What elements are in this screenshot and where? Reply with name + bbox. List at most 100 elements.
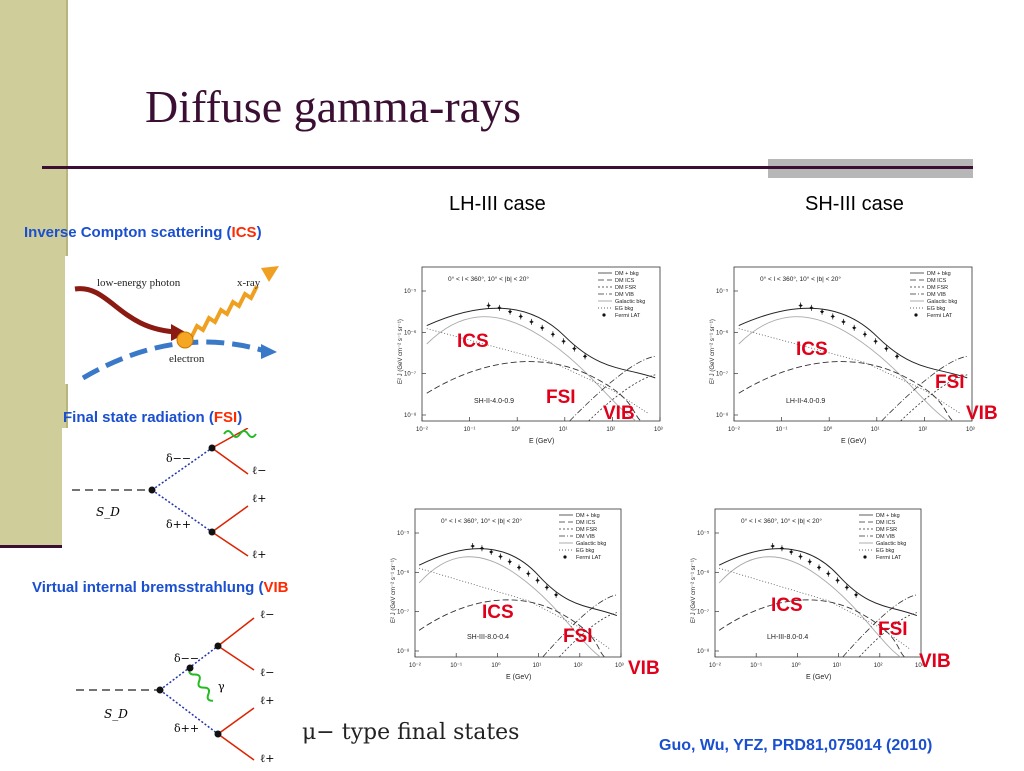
y-tick-label: 10⁻⁵ bbox=[397, 530, 410, 537]
curve-dm-fsr bbox=[858, 612, 917, 658]
ics-label-prefix: Inverse Compton scattering ( bbox=[24, 224, 232, 241]
legend-entry: DM ICS bbox=[576, 520, 596, 526]
curve-dm-fsr bbox=[900, 374, 968, 422]
fermi-point bbox=[863, 333, 867, 336]
vib-feynman-diagram: S_D δ−− δ++ γ ℓ− ℓ− ℓ+ ℓ+ bbox=[68, 604, 294, 766]
vib-lepton-line-1 bbox=[217, 617, 255, 647]
spectrum-panel-1: 10⁻² 10⁻¹ 10⁰ 10¹ 10² 10³ 10⁻⁵ 10⁻⁶ 10⁻⁷ 10⁻⁸ E (G… bbox=[398, 266, 663, 445]
x-tick-label: 10¹ bbox=[871, 427, 880, 433]
ics-label: Inverse Compton scattering (ICS) bbox=[24, 224, 262, 241]
region-label: 0° < l < 360°, 10° < |b| < 20° bbox=[760, 275, 841, 283]
photon-in-arrowhead bbox=[171, 324, 187, 341]
y-axis-label: E² J (GeV cm⁻² s⁻¹ sr⁻¹) bbox=[391, 558, 397, 623]
fermi-point bbox=[519, 315, 523, 318]
legend-entry: EG bkg bbox=[927, 306, 945, 312]
plots-top-svg: 10⁻² 10⁻¹ 10⁰ 10¹ 10² 10³ 10⁻⁵ 10⁻⁶ 10⁻⁷ 10⁻⁸ E (G… bbox=[398, 266, 975, 445]
curve-dm-bkg bbox=[426, 307, 656, 379]
x-tick-label: 10¹ bbox=[559, 427, 568, 433]
legend-entry: Galactic bkg bbox=[615, 299, 645, 305]
legend-entry: DM VIB bbox=[615, 292, 634, 298]
curve-galactic bbox=[426, 316, 637, 422]
y-axis-label: E² J (GeV cm⁻² s⁻¹ sr⁻¹) bbox=[398, 319, 404, 384]
fermi-point bbox=[780, 546, 784, 550]
fermi-point bbox=[852, 326, 856, 330]
tag-fsi-panel-1: FSI bbox=[546, 387, 576, 408]
fermi-point bbox=[874, 339, 877, 343]
curve-dm-ics bbox=[426, 361, 642, 422]
fermi-point bbox=[508, 310, 512, 313]
region-label: 0° < l < 360°, 10° < |b| < 20° bbox=[441, 517, 522, 525]
y-tick-label: 10⁻⁸ bbox=[397, 648, 410, 655]
legend-entry: EG bkg bbox=[876, 548, 894, 554]
curve-galactic bbox=[738, 316, 949, 422]
lepton-line-4 bbox=[211, 531, 249, 557]
vertex-bottom bbox=[208, 528, 216, 536]
legend-entry: DM ICS bbox=[876, 520, 896, 526]
panel-frame bbox=[414, 508, 622, 658]
case-label-right: SH-III case bbox=[805, 193, 904, 215]
fsi-label-abbr: FSI bbox=[213, 409, 238, 426]
delta-pp-line bbox=[151, 489, 213, 533]
fermi-point bbox=[831, 315, 835, 318]
vib-lepton-line-3 bbox=[217, 707, 255, 735]
fermi-point bbox=[583, 355, 587, 358]
lepton-plus-label-2: ℓ+ bbox=[252, 548, 267, 561]
fermi-point bbox=[487, 304, 490, 307]
legend-entry: Fermi LAT bbox=[876, 555, 902, 561]
fermi-point bbox=[810, 306, 813, 310]
curve-galactic bbox=[418, 556, 601, 658]
ics-illustration: low-energy photon x-ray electron bbox=[65, 256, 295, 384]
fermi-point bbox=[530, 320, 533, 324]
fermi-point bbox=[562, 339, 565, 343]
panel-id-label: LH-II-4.0-0.9 bbox=[786, 398, 825, 405]
fsi-label-suffix: ) bbox=[237, 409, 243, 426]
legend-entry: DM + bkg bbox=[615, 271, 639, 277]
ics-label-abbr: ICS bbox=[231, 224, 257, 241]
vib-delta-pp-label: δ++ bbox=[174, 722, 199, 735]
fermi-point bbox=[895, 355, 899, 358]
y-tick-label: 10⁻⁷ bbox=[404, 371, 416, 378]
electron-arrowhead bbox=[261, 344, 277, 359]
x-tick-label: 10² bbox=[874, 663, 883, 669]
legend-entry: Galactic bkg bbox=[876, 541, 906, 547]
curve-dm-vib bbox=[542, 594, 617, 658]
x-tick-label: 10⁻² bbox=[728, 427, 740, 433]
x-tick-label: 10⁻¹ bbox=[776, 427, 788, 433]
legend-entry: DM FSR bbox=[576, 527, 597, 533]
x-tick-label: 10² bbox=[606, 427, 615, 433]
citation: Guo, Wu, YFZ, PRD81,075014 (2010) bbox=[659, 737, 933, 754]
legend-marker bbox=[914, 313, 918, 317]
y-tick-label: 10⁻⁵ bbox=[404, 288, 417, 295]
delta-mm-line bbox=[151, 447, 213, 491]
curve-dm-vib bbox=[569, 355, 656, 422]
fermi-point bbox=[573, 347, 576, 350]
legend-entry: DM VIB bbox=[576, 534, 595, 540]
vib-delta-mm-label: δ−− bbox=[174, 652, 199, 665]
x-tick-label: 10³ bbox=[915, 663, 924, 669]
fsi-feynman-diagram: S_D δ−− δ++ ℓ− ℓ+ ℓ+ bbox=[62, 427, 288, 564]
x-axis-label: E (GeV) bbox=[506, 674, 531, 681]
case-label-left: LH-III case bbox=[449, 193, 546, 215]
curve-dm-ics bbox=[418, 599, 605, 658]
tag-vib-panel-1: VIB bbox=[603, 403, 635, 424]
lepton-line-3 bbox=[211, 505, 249, 533]
fermi-point bbox=[845, 586, 849, 589]
y-tick-label: 10⁻⁸ bbox=[716, 412, 729, 419]
fermi-point bbox=[789, 550, 793, 554]
xray-arrowhead bbox=[261, 266, 279, 282]
fermi-point bbox=[842, 320, 845, 324]
plot-panel-row-top: 10⁻² 10⁻¹ 10⁰ 10¹ 10² 10³ 10⁻⁵ 10⁻⁶ 10⁻⁷ 10⁻⁸ E (G… bbox=[350, 253, 1020, 466]
photon-in-label: low-energy photon bbox=[97, 277, 181, 289]
legend-entry: DM + bkg bbox=[927, 271, 951, 277]
y-tick-label: 10⁻⁶ bbox=[697, 569, 710, 576]
tag-vib-panel-4: VIB bbox=[919, 651, 951, 672]
vertex-top bbox=[208, 444, 216, 452]
legend-entry: EG bkg bbox=[615, 306, 633, 312]
vib-label-prefix: Virtual internal bremsstrahlung ( bbox=[32, 579, 264, 596]
plots-bottom-svg: 10⁻² 10⁻¹ 10⁰ 10¹ 10² 10³ 10⁻⁵ 10⁻⁶ 10⁻⁷ 10⁻⁸ E (G… bbox=[391, 508, 924, 681]
fermi-point bbox=[471, 544, 474, 548]
fermi-point bbox=[536, 579, 539, 582]
x-axis-label: E (GeV) bbox=[806, 674, 831, 681]
curve-dm-fsr bbox=[588, 374, 656, 422]
photon-in-path bbox=[74, 286, 181, 335]
